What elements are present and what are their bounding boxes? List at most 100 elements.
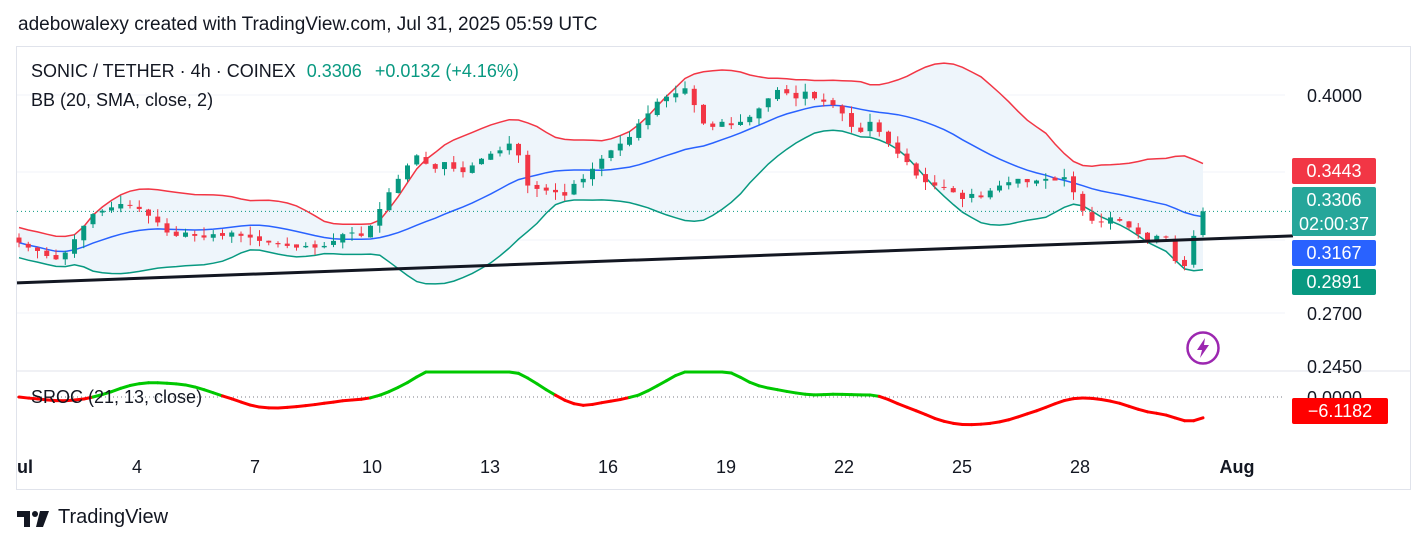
sroc-segment <box>313 401 326 407</box>
sroc-segment <box>628 393 641 399</box>
sroc-segment <box>406 375 419 385</box>
bb-legend[interactable]: BB (20, SMA, close, 2) <box>31 90 213 111</box>
sroc-segment <box>193 385 206 392</box>
sroc-segment <box>609 398 622 403</box>
sroc-segment <box>45 398 58 403</box>
sroc-segment <box>951 421 964 426</box>
sroc-line <box>17 370 1205 427</box>
sroc-segment <box>581 402 594 407</box>
sroc-segment <box>1136 407 1149 414</box>
candle-body <box>654 101 660 116</box>
sroc-segment <box>665 373 678 383</box>
candle-body <box>627 136 632 145</box>
lightning-icon[interactable] <box>1186 331 1220 365</box>
sroc-segment <box>110 386 123 394</box>
bb-upper-line <box>18 62 1204 238</box>
candle-body <box>1061 177 1067 180</box>
sroc-segment <box>1118 401 1131 408</box>
candle-body <box>303 245 309 248</box>
candle-body <box>1154 235 1160 243</box>
sroc-segment <box>350 397 363 402</box>
sroc-segment <box>618 395 631 402</box>
sroc-value-tag: −6.1182 <box>1292 398 1388 424</box>
sroc-segment <box>905 405 918 413</box>
candle-body <box>414 155 420 165</box>
candle-body <box>960 192 965 199</box>
candle-body <box>839 105 845 114</box>
sroc-segment <box>554 393 567 402</box>
candle-body <box>728 123 734 126</box>
sroc-segment <box>359 396 372 401</box>
sroc-segment <box>914 409 927 417</box>
sroc-segment <box>748 380 761 388</box>
price-axis-label: 0.2450 <box>1307 357 1362 377</box>
sroc-segment <box>1053 399 1066 406</box>
chart-attribution: adebowalexy created with TradingView.com… <box>18 14 598 35</box>
candle-body <box>775 89 780 100</box>
symbol-legend[interactable]: SONIC / TETHER · 4h · COINEX 0.3306 +0.0… <box>31 61 519 82</box>
tradingview-logo[interactable]: TradingView <box>16 506 168 529</box>
candle-body <box>275 243 281 245</box>
sroc-segment <box>100 390 113 397</box>
time-axis-label: 22 <box>834 457 854 477</box>
time-axis-label: 7 <box>250 457 260 477</box>
candle-body <box>969 193 975 198</box>
sroc-segment <box>1155 411 1168 417</box>
sroc-segment <box>1090 396 1103 402</box>
candle-body <box>423 157 429 164</box>
time-axis-label: 4 <box>132 457 142 477</box>
sroc-segment <box>230 397 243 404</box>
candle-body <box>867 121 873 132</box>
sroc-segment <box>1173 416 1186 423</box>
sroc-segment <box>933 416 946 423</box>
candle-body <box>340 234 346 243</box>
candle-body <box>913 163 919 176</box>
sroc-legend[interactable]: SROC (21, 13, close) <box>31 387 202 408</box>
candle-body <box>72 239 77 254</box>
candle-body <box>987 190 993 198</box>
sroc-segment <box>785 389 798 395</box>
candle-body <box>99 210 105 213</box>
candle-body <box>747 116 753 123</box>
last-price-tag: 0.3306 02:00:37 <box>1292 187 1376 236</box>
candle-body <box>590 168 595 180</box>
sroc-segment <box>73 397 86 402</box>
time-axis[interactable]: ul 4 7 10 13 16 19 22 25 28 Aug <box>17 457 1255 477</box>
candle-body <box>201 235 207 238</box>
candle-body <box>1145 232 1150 241</box>
candle-body <box>1043 178 1049 181</box>
candle-body <box>673 93 679 98</box>
sroc-segment <box>757 384 770 390</box>
sroc-segment <box>248 403 261 409</box>
sroc-segment <box>720 370 733 375</box>
price-axis-label: 0.2700 <box>1307 304 1362 324</box>
candle-body <box>405 165 410 180</box>
sroc-segment <box>877 394 890 402</box>
candle-body <box>312 244 318 248</box>
candle-body <box>950 188 956 193</box>
candle-body <box>543 187 549 191</box>
candle-body <box>210 234 216 238</box>
candle-body <box>664 96 669 102</box>
bollinger-bands <box>18 62 1204 285</box>
candle-body <box>710 123 716 127</box>
sroc-segment <box>563 398 576 406</box>
sroc-segment <box>1146 410 1159 415</box>
price-change: +0.0132 (+4.16%) <box>374 61 519 81</box>
candle-body <box>941 186 947 188</box>
sroc-segment <box>1035 405 1048 413</box>
sroc-segment <box>739 375 752 384</box>
sroc-segment <box>979 421 992 426</box>
candle-body <box>118 204 124 209</box>
candle-body <box>1098 221 1104 223</box>
candle-body <box>765 98 771 108</box>
candle-body <box>192 234 198 236</box>
candle-body <box>580 178 586 183</box>
candle-body <box>793 92 799 99</box>
sroc-segment <box>887 398 900 406</box>
sroc-segment <box>1099 398 1112 403</box>
candle-body <box>608 150 614 158</box>
time-axis-label: 16 <box>598 457 618 477</box>
trendline[interactable] <box>16 234 1294 285</box>
